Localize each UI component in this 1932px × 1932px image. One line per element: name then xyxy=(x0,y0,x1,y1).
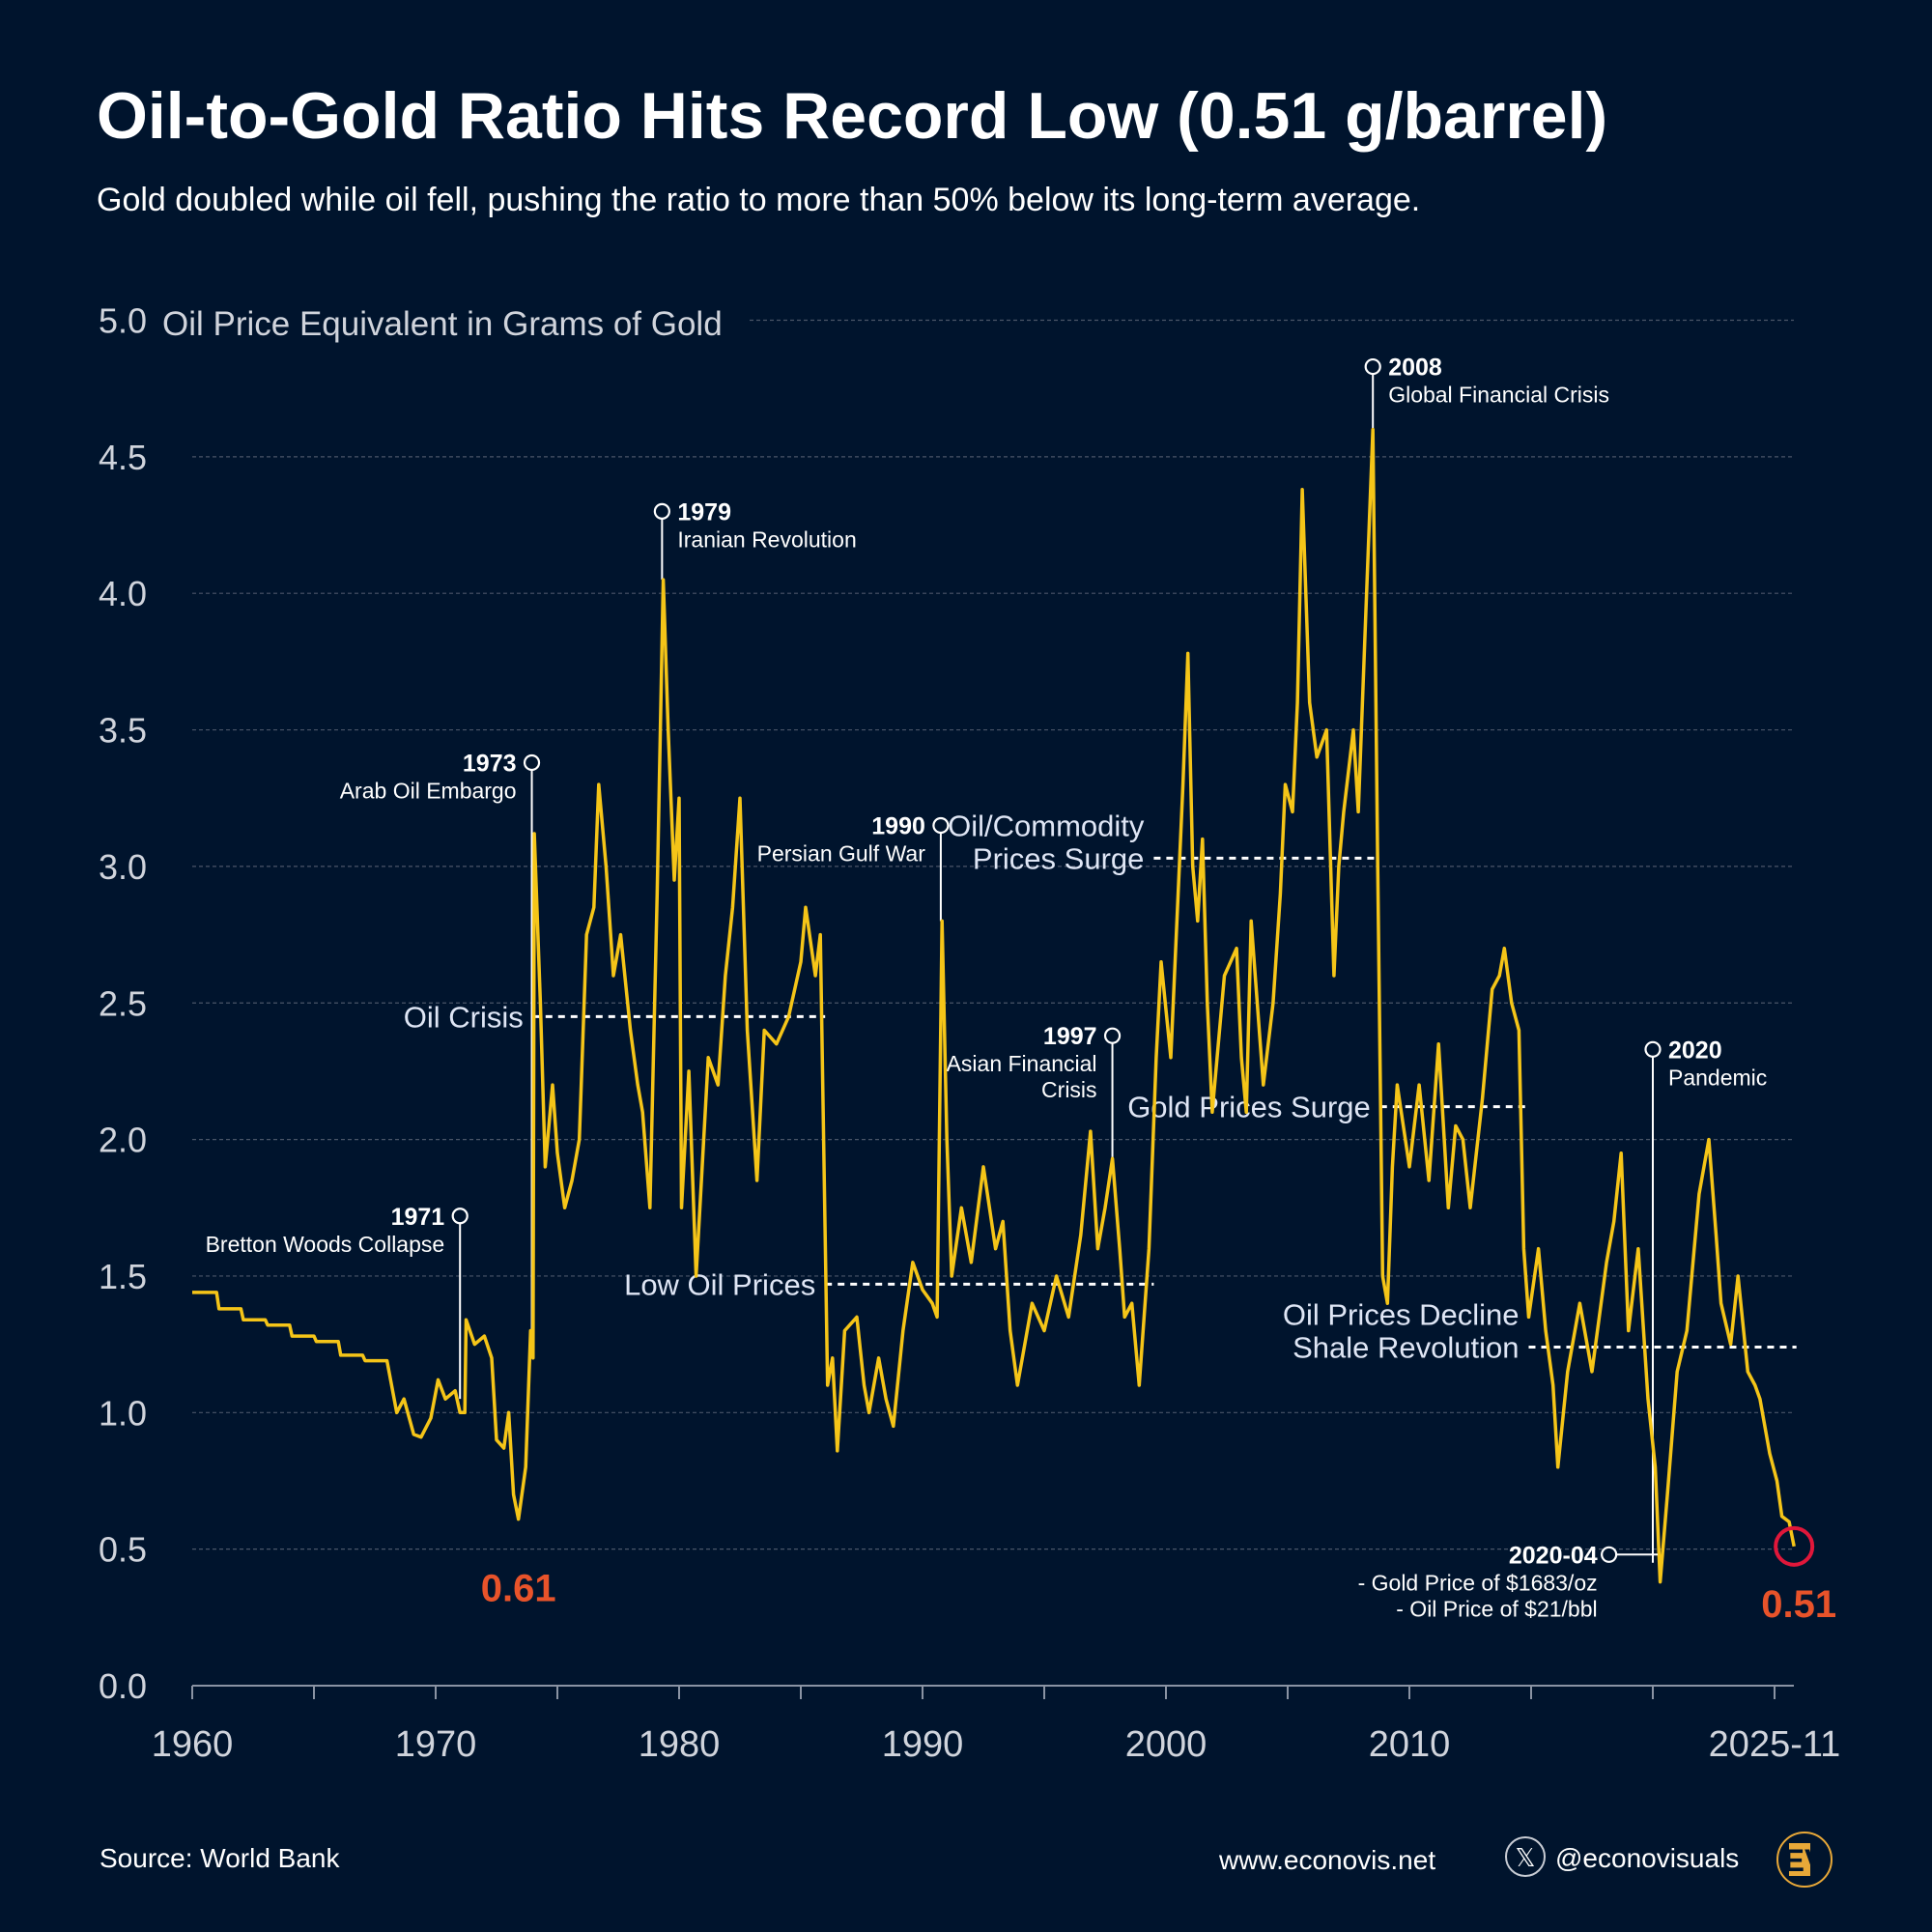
event-description: Asian Financial xyxy=(947,1051,1097,1076)
event-marker xyxy=(451,1208,469,1225)
x-tick-label: 2025-11 xyxy=(1709,1724,1841,1765)
event-description: Crisis xyxy=(1041,1077,1097,1102)
y-tick-label: 2.0 xyxy=(99,1121,147,1160)
y-tick-label: 3.5 xyxy=(99,711,147,751)
event-year: 1997 xyxy=(1043,1023,1097,1050)
regime-label: Gold Prices Surge xyxy=(1127,1091,1371,1124)
x-tick-label: 1970 xyxy=(395,1724,477,1765)
social-handle[interactable]: @econovisuals xyxy=(1555,1843,1739,1873)
svg-text:𝕏: 𝕏 xyxy=(1516,1843,1536,1872)
regime-label: Oil/Commodity xyxy=(948,809,1145,842)
callouts: 2020-04- Gold Price of $1683/oz- Oil Pri… xyxy=(481,1525,1836,1626)
x-tick-label: 1990 xyxy=(882,1724,964,1765)
website-link[interactable]: www.econovis.net xyxy=(1218,1845,1435,1875)
y-tick-label: 1.0 xyxy=(99,1393,147,1433)
regime-label: Oil Crisis xyxy=(404,1000,524,1034)
event-year: 1973 xyxy=(463,750,517,777)
y-tick-label: 0.5 xyxy=(99,1530,147,1570)
event-marker xyxy=(1644,1040,1662,1058)
event-year: 1990 xyxy=(871,812,925,839)
regime-label: Low Oil Prices xyxy=(624,1267,815,1301)
y-tick-label: 2.5 xyxy=(99,983,147,1023)
event-description: Arab Oil Embargo xyxy=(340,778,517,803)
minimum-label: 0.51 xyxy=(1761,1583,1836,1626)
minimum-label: 0.61 xyxy=(481,1568,556,1610)
y-tick-label: 5.0 xyxy=(99,301,147,341)
event-year: 2008 xyxy=(1388,355,1442,382)
event-marker xyxy=(523,753,541,772)
ev-logo: EV xyxy=(1776,1832,1833,1888)
svg-text:EV: EV xyxy=(1784,1843,1826,1878)
callout-date: 2020-04 xyxy=(1509,1542,1598,1569)
event-marker xyxy=(932,816,950,835)
event-year: 1971 xyxy=(391,1204,445,1231)
callout-detail: - Gold Price of $1683/oz xyxy=(1358,1570,1598,1595)
event-description: Iranian Revolution xyxy=(677,526,856,552)
event-description: Persian Gulf War xyxy=(757,840,926,866)
callout-detail: - Oil Price of $21/bbl xyxy=(1396,1596,1597,1621)
record-low-circle xyxy=(1774,1525,1815,1567)
callout-marker xyxy=(1601,1546,1618,1563)
x-tick-label: 2000 xyxy=(1125,1724,1208,1765)
y-tick-label: 4.5 xyxy=(99,438,147,477)
grid: 0.0 0.5 1.0 1.5 2.0 2.5 3.0 3.5 4.0 4.5 5.0 xyxy=(99,301,1794,1706)
event-marker xyxy=(1103,1027,1122,1044)
y-tick-label: 3.0 xyxy=(99,847,147,887)
x-tick-label: 1980 xyxy=(639,1724,721,1765)
source-text: Source: World Bank xyxy=(99,1843,340,1873)
event-description: Bretton Woods Collapse xyxy=(206,1232,445,1257)
y-tick-label: 4.0 xyxy=(99,574,147,613)
regime-label: Shale Revolution xyxy=(1293,1330,1519,1364)
y-axis-label: Oil Price Equivalent in Grams of Gold xyxy=(162,305,723,343)
x-tick-label: 1960 xyxy=(152,1724,234,1765)
chart-title: Oil-to-Gold Ratio Hits Record Low (0.51 … xyxy=(97,79,1607,153)
y-tick-label: 0.0 xyxy=(99,1666,147,1706)
y-tick-label: 1.5 xyxy=(99,1257,147,1296)
regime-label: Oil Prices Decline xyxy=(1283,1297,1520,1331)
event-description: Global Financial Crisis xyxy=(1388,383,1609,408)
event-marker xyxy=(653,502,670,520)
ratio-line xyxy=(192,427,1796,1584)
x-tick-label: 2010 xyxy=(1369,1724,1451,1765)
regime-label: Prices Surge xyxy=(973,841,1144,875)
event-description: Pandemic xyxy=(1668,1065,1767,1090)
event-year: 2020 xyxy=(1668,1037,1722,1064)
regime-annotations: Oil Crisis Low Oil Prices Oil/CommodityPri… xyxy=(404,809,1797,1364)
x-logo-icon: 𝕏 xyxy=(1505,1836,1546,1877)
event-marker xyxy=(1364,357,1381,376)
chart-subtitle: Gold doubled while oil fell, pushing the… xyxy=(97,182,1420,218)
x-axis: 1960 1970 1980 1990 2000 2010 2025-11 xyxy=(152,1685,1841,1765)
event-year: 1979 xyxy=(677,498,731,526)
